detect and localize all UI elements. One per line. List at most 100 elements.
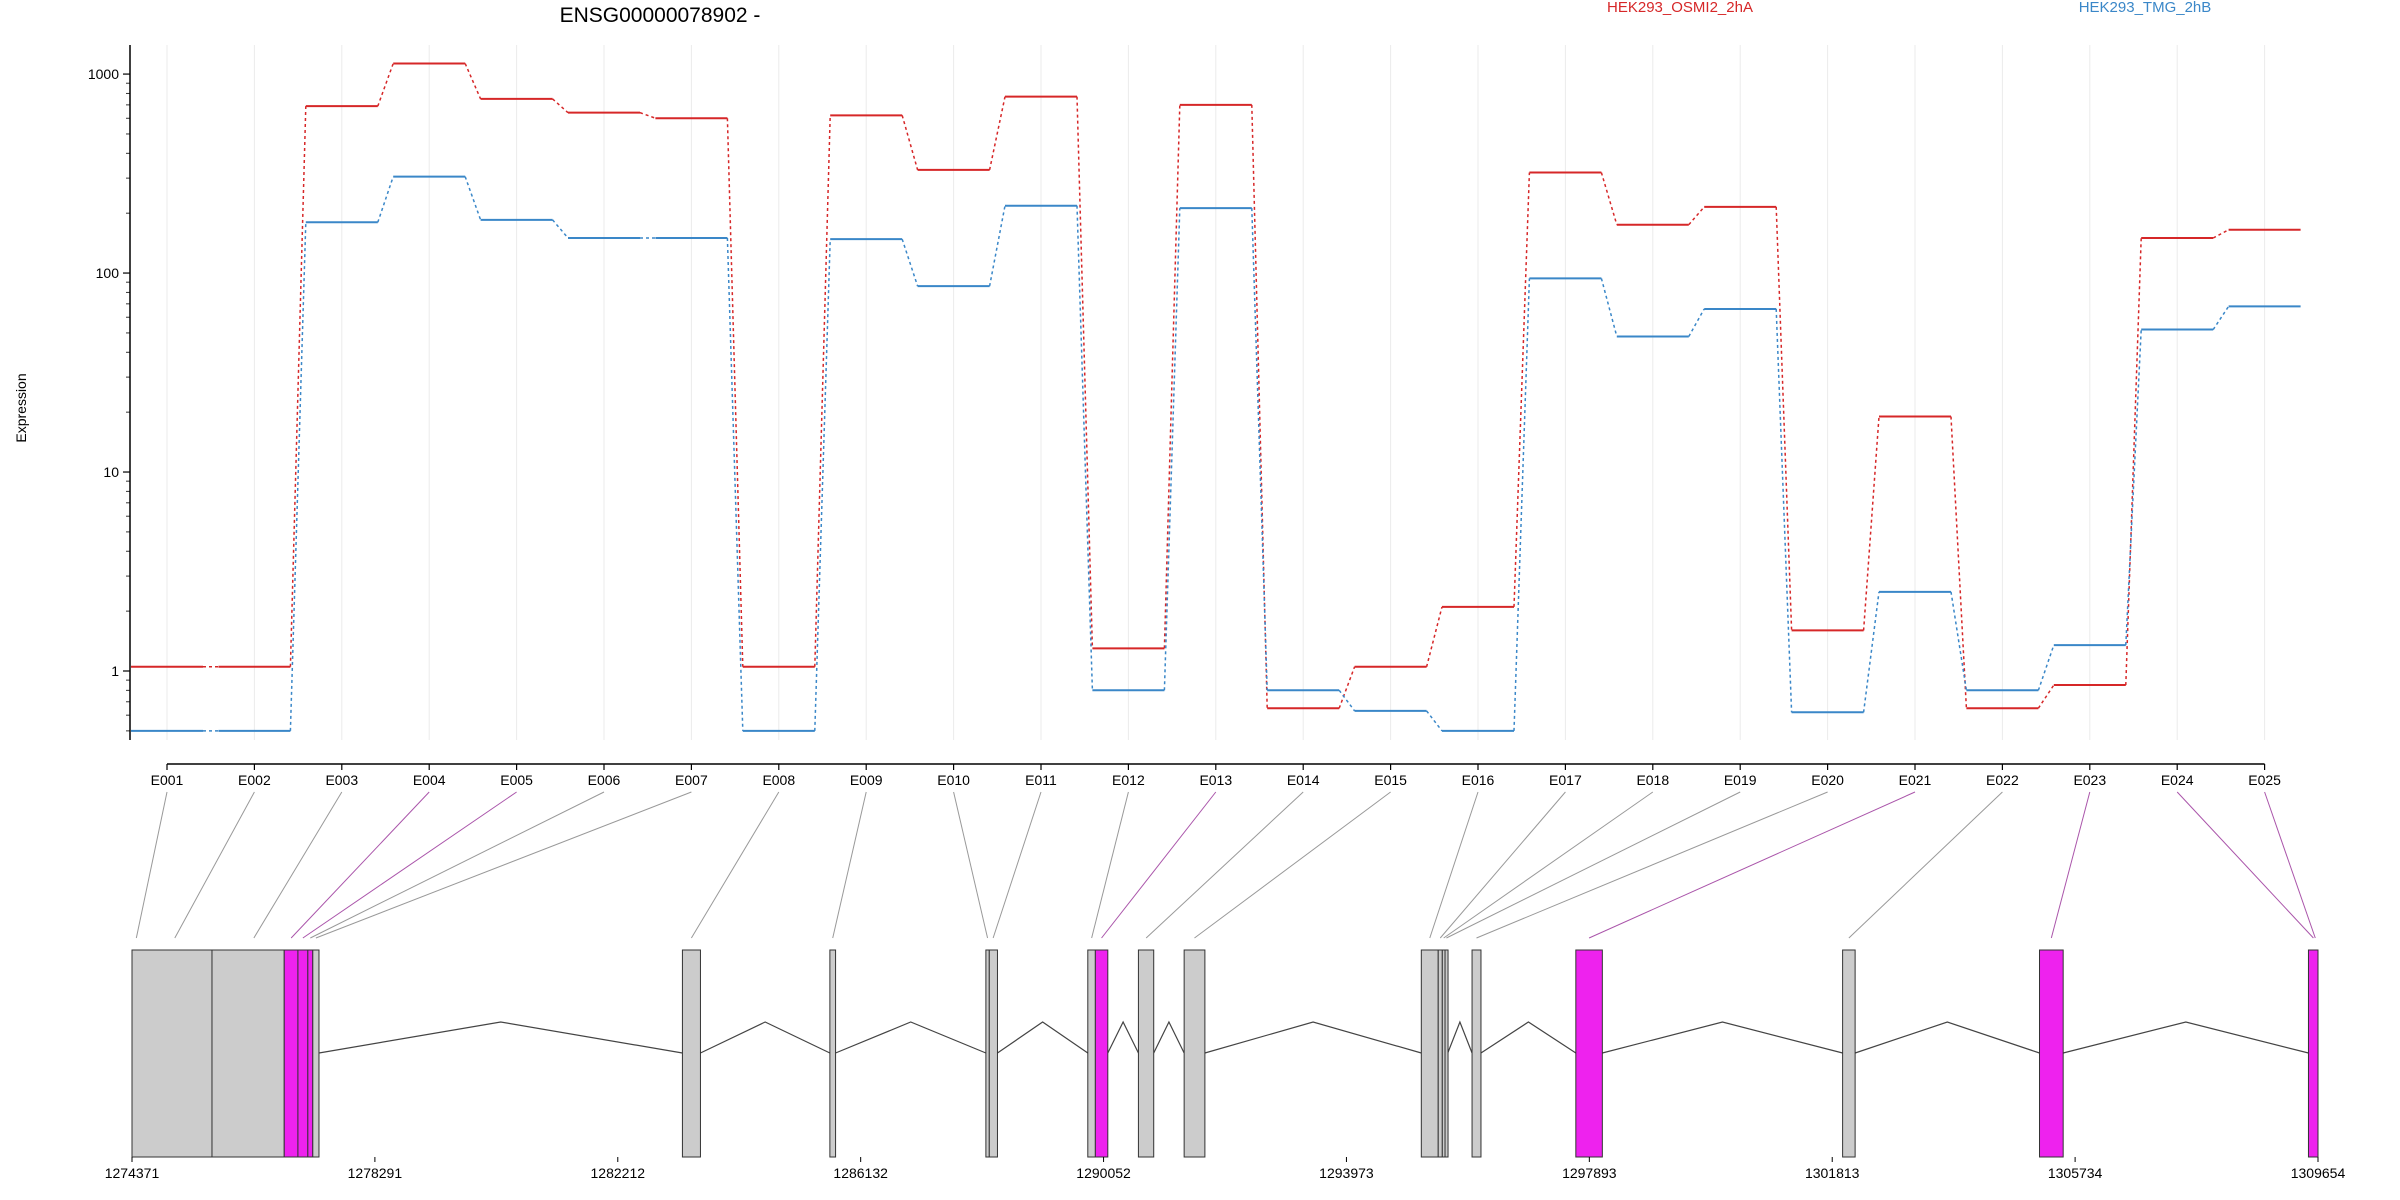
x-tick-label-E009: E009 [850, 772, 883, 788]
x-tick-label-E002: E002 [238, 772, 271, 788]
gene-model [131, 949, 2319, 1158]
exon-box-E023 [2307, 949, 2319, 1158]
x-tick-label-E023: E023 [2073, 772, 2106, 788]
connector-line [901, 238, 919, 287]
x-tick-label-E010: E010 [937, 772, 970, 788]
y-tick-label: 1000 [88, 66, 119, 82]
intron-9 [1480, 1021, 1577, 1054]
mapping-line-E019 [1446, 791, 1741, 939]
coordinate-tick-label: 1309654 [2291, 1165, 2346, 1181]
connector-line [2037, 684, 2055, 709]
connector-line [1862, 416, 1880, 631]
connector-line [1425, 606, 1443, 667]
connector-line [901, 115, 919, 171]
intron-2 [700, 1021, 831, 1054]
x-tick-label-E001: E001 [151, 772, 184, 788]
connector-line [1513, 172, 1531, 607]
coordinate-tick-label: 1301813 [1805, 1165, 1860, 1181]
exon-box-E009 [985, 949, 990, 1158]
x-tick-label-E019: E019 [1724, 772, 1757, 788]
mapping-line-E008 [690, 791, 780, 939]
mapping-line-E010 [953, 791, 989, 939]
connector-line [1163, 208, 1181, 691]
connector-line [377, 176, 394, 223]
exon-box-E003 [283, 949, 299, 1158]
exon-box-E011 [1087, 949, 1096, 1158]
exon-box-E019 [1471, 949, 1482, 1158]
series-layer [131, 62, 2301, 732]
connector-line [552, 219, 569, 239]
exon-box-E022 [2039, 949, 2064, 1158]
connector-line [814, 239, 831, 731]
connector-line [988, 205, 1006, 287]
mapping-line-E012 [1091, 791, 1129, 939]
mapping-line-E007 [315, 791, 692, 939]
exon-box-E015 [1420, 949, 1439, 1158]
mapping-line-E025 [2264, 791, 2316, 939]
coordinate-tick-label: 1293973 [1319, 1165, 1374, 1181]
connector-line [1950, 591, 1968, 691]
x-tick-label-E003: E003 [325, 772, 358, 788]
coordinate-tick-label: 1282212 [591, 1165, 646, 1181]
x-tick-label-E013: E013 [1199, 772, 1232, 788]
connector-line [1775, 206, 1793, 631]
mapping-line-E014 [1145, 791, 1304, 939]
x-tick-label-E018: E018 [1636, 772, 1669, 788]
exon-box-E020 [1575, 949, 1603, 1158]
exon-box-E016 [1437, 949, 1443, 1158]
connector-line [1600, 172, 1618, 225]
mapping-line-E013 [1101, 791, 1217, 939]
connector-line [726, 237, 744, 731]
connector-line [1775, 308, 1793, 713]
x-tick-label-E016: E016 [1462, 772, 1495, 788]
exon-box-E008 [829, 949, 837, 1158]
exon-box-E001 [131, 949, 213, 1158]
mapping-line-E017 [1439, 791, 1566, 939]
connector-line [726, 118, 744, 667]
exon-box-E006 [312, 949, 320, 1158]
x-tick-label-E015: E015 [1374, 772, 1407, 788]
connector-line [1688, 308, 1705, 337]
legend-item-series-1: HEK293_OSMI2_2hA [1607, 0, 1753, 16]
mapping-line-E021 [1588, 791, 1916, 939]
intron-8 [1447, 1020, 1473, 1054]
mapping-line-E005 [302, 791, 517, 939]
x-tick-label-E005: E005 [500, 772, 533, 788]
mapping-line-E009 [832, 791, 867, 939]
connector-line [2212, 229, 2229, 239]
exon-box-E013 [1137, 949, 1155, 1158]
exon-box-E002 [211, 949, 285, 1158]
coordinate-tick-label: 1278291 [348, 1165, 403, 1181]
legend-item-series-2: HEK293_TMG_2hB [2079, 0, 2212, 16]
grid-layer [166, 45, 2266, 740]
connector-line [1251, 104, 1268, 709]
intron-5 [1107, 1020, 1139, 1054]
exon-box-E007 [681, 949, 701, 1158]
y-axis-label: Expression [13, 373, 29, 442]
connector-line [464, 176, 482, 221]
exon-box-E005 [307, 949, 314, 1158]
intron-11 [1854, 1021, 2040, 1054]
connector-line [289, 222, 307, 731]
x-tick-label-E007: E007 [675, 772, 708, 788]
intron-10 [1602, 1021, 1843, 1054]
coordinate-tick-label: 1286132 [833, 1165, 888, 1181]
mapping-line-E003 [253, 791, 343, 939]
x-tick-label-E017: E017 [1549, 772, 1582, 788]
connector-line [377, 63, 394, 107]
connector-line [2212, 305, 2230, 330]
x-tick-label-E021: E021 [1899, 772, 1932, 788]
exon-box-E014 [1183, 949, 1206, 1158]
connector-line [2125, 329, 2142, 646]
exon-box-E018 [1444, 949, 1449, 1158]
mapping-line-E011 [992, 791, 1042, 939]
y-tick-label: 10 [103, 464, 119, 480]
exon-box-E010 [988, 949, 998, 1158]
genomic-coordinate-axis: 1274371 1278291 1282212 1286132 1290052 12939… [105, 1157, 2346, 1181]
x-tick-label-E004: E004 [413, 772, 446, 788]
connector-line [1862, 591, 1880, 713]
mapping-line-E024 [2176, 791, 2314, 939]
connector-line [814, 115, 831, 667]
mapping-line-E006 [310, 791, 605, 939]
connector-line [1513, 278, 1531, 731]
